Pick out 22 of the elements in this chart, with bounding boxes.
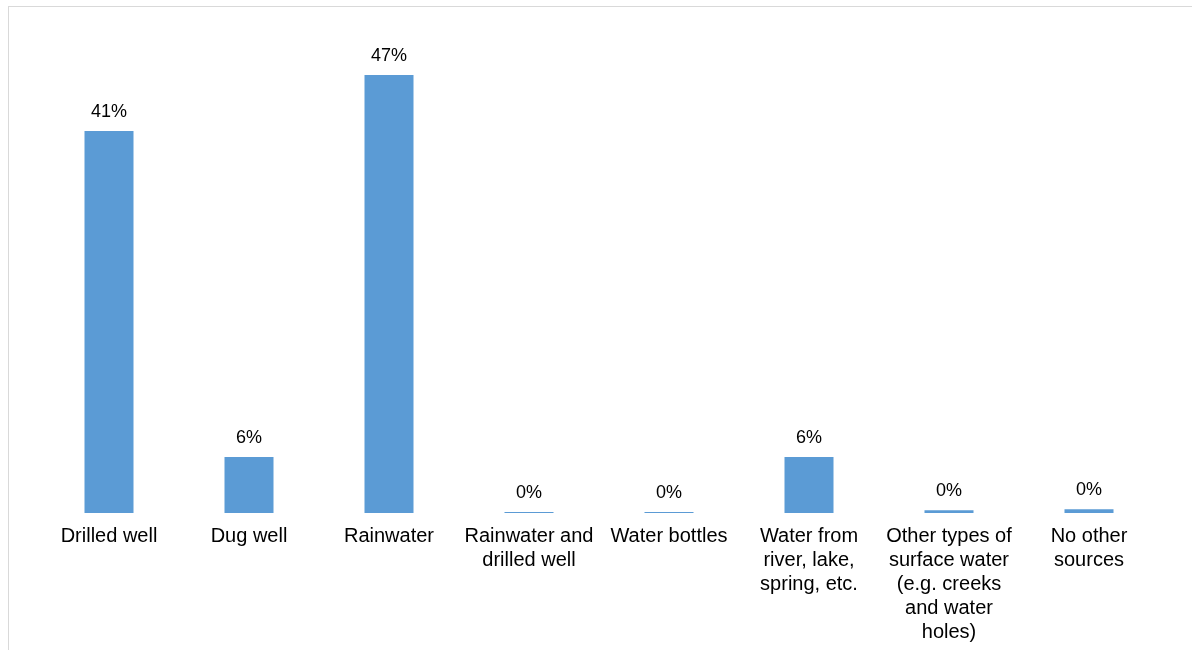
data-label: 0% (935, 480, 963, 501)
x-tick-label: Other types of surface water (e.g. creeks and water holes) (886, 523, 1013, 642)
data-label: 6% (795, 427, 823, 448)
bar (784, 457, 834, 513)
x-tick-label: Rainwater and drilled well (464, 523, 594, 570)
data-label: 41% (90, 100, 128, 121)
bar (84, 130, 134, 513)
data-label: 6% (235, 427, 263, 448)
bar (1064, 509, 1114, 513)
bar (924, 510, 974, 513)
x-tick-label: Rainwater (343, 523, 435, 546)
x-tick-label: No other sources (1050, 523, 1128, 570)
data-label: 0% (1075, 479, 1103, 500)
bar (364, 74, 414, 513)
data-label: 47% (370, 44, 408, 65)
data-label: 0% (655, 482, 683, 503)
x-tick-label: Water from river, lake, spring, etc. (759, 523, 859, 594)
x-tick-label: Dug well (210, 523, 288, 546)
x-tick-label: Water bottles (610, 523, 728, 546)
data-label: 0% (515, 482, 543, 503)
x-tick-label: Drilled well (60, 523, 158, 546)
bar (224, 457, 274, 513)
